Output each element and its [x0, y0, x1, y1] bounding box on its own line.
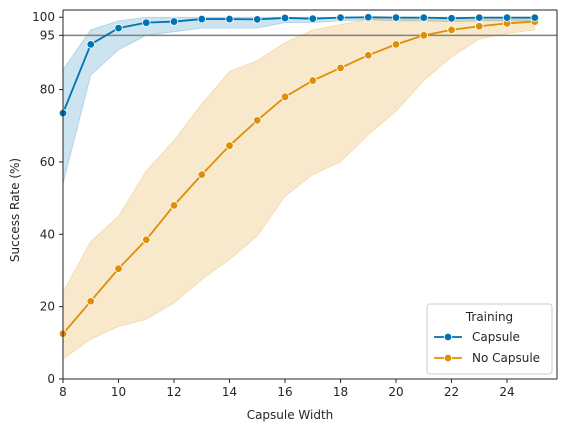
data-point [253, 116, 262, 125]
x-tick-label: 20 [388, 385, 403, 399]
data-point [169, 201, 179, 210]
y-tick-label: 80 [40, 83, 55, 97]
y-tick-label: 40 [40, 227, 55, 241]
series-line-0 [62, 16, 535, 114]
series-line-1 [62, 20, 535, 335]
data-point [114, 264, 123, 273]
data-point [280, 13, 290, 23]
data-point [475, 13, 484, 22]
data-point [364, 51, 373, 60]
y-tick-label: 20 [40, 300, 55, 314]
data-point [197, 170, 206, 179]
data-point [502, 13, 512, 22]
data-point [530, 13, 539, 22]
data-point [308, 14, 317, 23]
series-lines [62, 16, 535, 335]
x-tick-label: 18 [333, 385, 348, 399]
x-axis-label: Capsule Width [247, 408, 334, 422]
data-point [391, 40, 401, 49]
data-point [419, 31, 428, 40]
legend: Training Capsule No Capsule [426, 303, 553, 375]
data-point [197, 14, 206, 24]
data-point [447, 25, 456, 35]
legend-marker-0 [443, 332, 453, 342]
legend-marker-1 [443, 353, 453, 363]
legend-box [426, 303, 553, 375]
x-tick-label: 24 [499, 385, 514, 399]
data-point [169, 17, 179, 26]
data-point [225, 141, 234, 150]
confidence-band-1 [62, 16, 536, 360]
x-tick-label: 12 [166, 385, 181, 399]
legend-label: No Capsule [472, 351, 540, 365]
data-point [280, 92, 290, 102]
data-point [86, 297, 95, 306]
x-tick-label: 16 [277, 385, 292, 399]
legend-title: Training [465, 310, 513, 324]
series-markers [58, 13, 539, 338]
data-point [419, 13, 428, 22]
data-point [391, 13, 401, 22]
y-tick-label: 100 [32, 10, 55, 24]
data-point [308, 76, 317, 85]
data-point [364, 13, 373, 22]
data-point [336, 63, 345, 73]
y-axis-label: Success Rate (%) [8, 158, 22, 262]
x-tick-label: 22 [444, 385, 459, 399]
data-point [114, 23, 123, 33]
axes: 8 10 12 14 16 18 20 22 24 0 20 40 60 80 95 100 [32, 9, 558, 399]
data-point [447, 14, 456, 23]
data-point [475, 22, 484, 31]
data-point [142, 235, 151, 244]
legend-label: Capsule [472, 330, 520, 344]
data-point [225, 14, 234, 24]
data-point [336, 13, 345, 22]
x-tick-label: 14 [222, 385, 237, 399]
y-tick-label: 95 [40, 28, 55, 42]
data-point [86, 40, 95, 49]
y-tick-label: 60 [40, 155, 55, 169]
data-point [142, 18, 151, 27]
x-tick-label: 8 [59, 385, 67, 399]
y-tick-label: 0 [47, 372, 55, 386]
x-tick-label: 10 [111, 385, 126, 399]
data-point [253, 15, 262, 24]
